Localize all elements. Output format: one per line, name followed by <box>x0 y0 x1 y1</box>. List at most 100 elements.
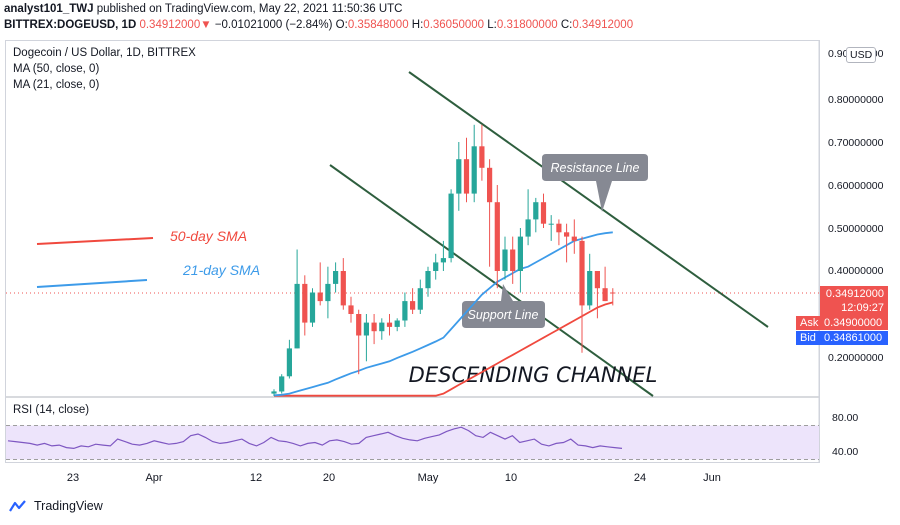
time-tick: 23 <box>67 472 79 484</box>
price-tick: 0.40000000 <box>828 265 884 277</box>
candle[interactable] <box>448 189 454 263</box>
candle[interactable] <box>517 228 523 293</box>
close-value: 0.34912000 <box>572 19 634 31</box>
candle-body <box>602 288 608 302</box>
candle[interactable] <box>502 236 508 280</box>
candle[interactable] <box>348 296 354 323</box>
candle[interactable] <box>425 266 431 297</box>
candle-body <box>479 146 485 168</box>
low-value: 0.31800000 <box>496 19 558 31</box>
candle[interactable] <box>309 288 316 327</box>
time-tick: 20 <box>323 472 335 484</box>
author-name[interactable]: analyst101_TWJ <box>4 3 94 15</box>
candle[interactable] <box>594 271 600 319</box>
countdown-timer: 12:09:27 <box>841 302 884 314</box>
high-value: 0.36050000 <box>423 19 485 31</box>
candle-body <box>294 283 300 349</box>
candle[interactable] <box>325 266 331 319</box>
candle[interactable] <box>402 292 408 327</box>
candle[interactable] <box>279 374 285 394</box>
candle[interactable] <box>363 314 369 362</box>
rsi-legend[interactable]: RSI (14, close) <box>13 404 90 416</box>
candle[interactable] <box>494 185 500 289</box>
candle[interactable] <box>394 318 400 332</box>
time-tick: Apr <box>145 472 162 484</box>
high-label: H: <box>408 19 424 31</box>
candle[interactable] <box>371 314 377 345</box>
support-trendline[interactable] <box>329 164 654 397</box>
ask-price-tag: 0.34900000 <box>820 316 888 330</box>
candle[interactable] <box>487 159 493 267</box>
candle[interactable] <box>271 389 277 396</box>
candle-body <box>379 322 385 332</box>
candle-body <box>571 236 577 241</box>
currency-button[interactable]: USD <box>846 47 877 63</box>
candle[interactable] <box>556 219 562 246</box>
candle[interactable] <box>294 249 300 349</box>
candle-body <box>548 223 554 225</box>
sma21-legend-line <box>36 279 148 288</box>
candle-body <box>502 249 508 271</box>
candle[interactable] <box>579 236 585 353</box>
time-axis[interactable]: 23 Apr 12 20 May 10 24 Jun <box>67 472 721 484</box>
time-tick: May <box>418 472 439 484</box>
price-change: −0.01021000 (−2.84%) <box>211 19 333 31</box>
candle-body <box>410 301 416 310</box>
tradingview-brand[interactable]: TradingView <box>8 499 103 513</box>
candle[interactable] <box>379 318 385 340</box>
candle[interactable] <box>356 309 362 375</box>
publish-info: analyst101_TWJ published on TradingView.… <box>4 3 402 15</box>
candle[interactable] <box>386 314 393 336</box>
candle[interactable] <box>479 124 485 181</box>
candle[interactable] <box>548 215 554 241</box>
ma50-legend[interactable]: MA (50, close, 0) <box>13 63 100 75</box>
candle[interactable] <box>340 258 346 310</box>
ask-label: Ask <box>796 316 823 330</box>
publish-date: published on TradingView.com, May 22, 20… <box>93 3 403 15</box>
candle[interactable] <box>540 193 547 228</box>
price-tick: 0.20000000 <box>828 352 884 364</box>
candle[interactable] <box>525 189 531 246</box>
candle-body <box>456 159 462 194</box>
candle[interactable] <box>410 288 416 314</box>
ma21-legend[interactable]: MA (21, close, 0) <box>13 79 100 91</box>
ohlc-line: BITTREX:DOGEUSD, 1D 0.34912000▼ −0.01021… <box>4 19 633 31</box>
candle[interactable] <box>433 253 439 280</box>
candle-body <box>487 167 493 203</box>
resistance-trendline[interactable] <box>408 71 769 328</box>
price-tick: 0.70000000 <box>828 137 884 149</box>
candle-body <box>579 240 585 306</box>
candle-body <box>433 262 439 271</box>
low-label: L: <box>484 19 497 31</box>
chart-title[interactable]: Dogecoin / US Dollar, 1D, BITTREX <box>13 47 196 59</box>
candle[interactable] <box>564 223 570 263</box>
time-tick: 12 <box>250 472 262 484</box>
candle[interactable] <box>317 262 323 306</box>
candle[interactable] <box>533 197 539 233</box>
last-price-value: 0.34912000 <box>825 288 884 300</box>
candle[interactable] <box>610 288 616 306</box>
ma50-line <box>274 301 614 397</box>
rsi-tick: 80.00 <box>832 412 858 424</box>
time-tick: 10 <box>505 472 517 484</box>
candle[interactable] <box>602 266 608 302</box>
candle[interactable] <box>456 142 462 211</box>
candle-body <box>271 391 277 394</box>
candle-body <box>587 271 593 306</box>
rsi-axis[interactable]: 80.00 40.00 <box>832 412 858 458</box>
candle[interactable] <box>440 240 446 271</box>
candle[interactable] <box>587 253 593 310</box>
candle[interactable] <box>471 124 477 203</box>
candle[interactable] <box>302 275 308 336</box>
candle-body <box>394 320 400 327</box>
candle[interactable] <box>510 236 516 284</box>
candle-body <box>402 301 408 321</box>
candle[interactable] <box>286 339 292 379</box>
candle[interactable] <box>333 262 339 293</box>
candle[interactable] <box>417 279 423 314</box>
candle[interactable] <box>463 137 470 203</box>
candle[interactable] <box>571 219 577 254</box>
resistance-callout[interactable]: Resistance Line <box>542 154 648 212</box>
support-callout[interactable]: Support Line <box>462 284 545 328</box>
